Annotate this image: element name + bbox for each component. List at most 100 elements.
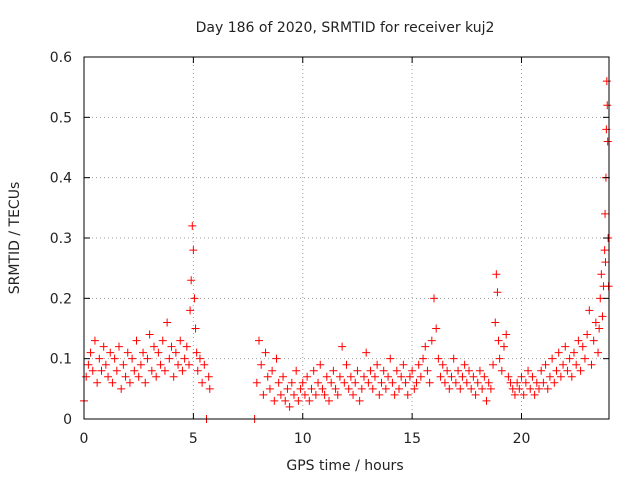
data-point xyxy=(530,390,539,399)
data-point xyxy=(447,372,456,381)
data-point xyxy=(539,378,548,387)
data-point xyxy=(112,366,121,375)
x-tick-label: 5 xyxy=(189,431,198,447)
data-point xyxy=(333,390,342,399)
data-point xyxy=(362,348,371,357)
data-point xyxy=(195,354,204,363)
y-tick-label: 0.6 xyxy=(50,50,72,66)
data-point xyxy=(597,270,606,279)
data-point xyxy=(379,366,388,375)
data-point xyxy=(438,360,447,369)
data-point xyxy=(517,372,526,381)
data-point xyxy=(465,366,473,375)
data-point xyxy=(421,342,430,351)
data-point xyxy=(346,372,355,381)
data-point xyxy=(205,384,214,393)
data-point xyxy=(368,384,377,393)
data-point xyxy=(451,378,460,387)
data-point xyxy=(187,276,196,285)
data-point xyxy=(513,378,522,387)
data-point xyxy=(401,378,410,387)
data-point xyxy=(497,366,506,375)
data-point xyxy=(322,372,331,381)
data-point xyxy=(443,366,452,375)
data-point xyxy=(471,390,480,399)
data-point xyxy=(204,372,213,381)
data-point xyxy=(294,396,303,405)
data-point xyxy=(193,366,202,375)
data-point xyxy=(392,366,401,375)
data-point xyxy=(309,366,318,375)
data-point xyxy=(130,366,139,375)
data-point xyxy=(287,378,296,387)
data-point xyxy=(480,372,489,381)
data-point xyxy=(373,360,382,369)
data-point xyxy=(449,354,458,363)
data-point xyxy=(436,372,445,381)
data-point xyxy=(115,342,123,351)
data-point xyxy=(594,348,603,357)
data-point xyxy=(86,348,95,357)
data-point xyxy=(434,354,443,363)
data-point xyxy=(405,372,414,381)
data-point xyxy=(491,318,500,327)
data-point xyxy=(552,366,561,375)
data-point xyxy=(602,77,611,86)
data-point xyxy=(186,306,195,315)
data-point xyxy=(419,354,428,363)
data-point xyxy=(270,396,279,405)
data-point xyxy=(587,360,596,369)
grid xyxy=(84,57,609,419)
data-point xyxy=(430,294,438,303)
data-point xyxy=(300,390,309,399)
data-point xyxy=(125,378,134,387)
data-point xyxy=(136,360,145,369)
data-point xyxy=(384,372,393,381)
data-point xyxy=(156,360,165,369)
data-point xyxy=(314,378,323,387)
data-point xyxy=(160,366,169,375)
data-point xyxy=(182,342,191,351)
data-point xyxy=(600,246,609,255)
data-point xyxy=(366,366,375,375)
x-tick-label: 10 xyxy=(294,431,312,447)
data-point xyxy=(486,384,495,393)
data-point xyxy=(381,384,390,393)
data-point xyxy=(108,378,117,387)
data-point xyxy=(342,360,351,369)
chart-title: Day 186 of 2020, SRMTID for receiver kuj… xyxy=(196,20,495,36)
data-point xyxy=(198,378,207,387)
data-point xyxy=(180,354,189,363)
data-point xyxy=(95,354,104,363)
data-point xyxy=(355,396,364,405)
data-point xyxy=(325,396,333,405)
data-point xyxy=(504,372,513,381)
data-point xyxy=(548,354,557,363)
data-point xyxy=(150,342,158,351)
data-point xyxy=(357,384,366,393)
data-point xyxy=(521,378,530,387)
data-point xyxy=(502,330,511,339)
data-point xyxy=(340,378,349,387)
data-point xyxy=(541,360,550,369)
data-point xyxy=(344,384,353,393)
data-point xyxy=(370,372,379,381)
data-point xyxy=(427,336,436,345)
data-point xyxy=(524,366,533,375)
data-point xyxy=(335,372,344,381)
data-point xyxy=(257,360,266,369)
data-point xyxy=(169,372,178,381)
data-point xyxy=(97,366,106,375)
data-point xyxy=(462,378,471,387)
x-tick-label: 15 xyxy=(403,431,421,447)
axis-ticks: 0 0.1 0.2 0.3 0.4 0.5 0.6 0 5 10 15 20 xyxy=(50,50,609,447)
data-point xyxy=(574,336,583,345)
data-point xyxy=(191,324,200,333)
data-point xyxy=(200,360,209,369)
data-point xyxy=(410,384,419,393)
data-point xyxy=(589,336,598,345)
data-point xyxy=(281,396,290,405)
data-point xyxy=(82,372,91,381)
data-point xyxy=(478,384,487,393)
data-point xyxy=(178,366,187,375)
